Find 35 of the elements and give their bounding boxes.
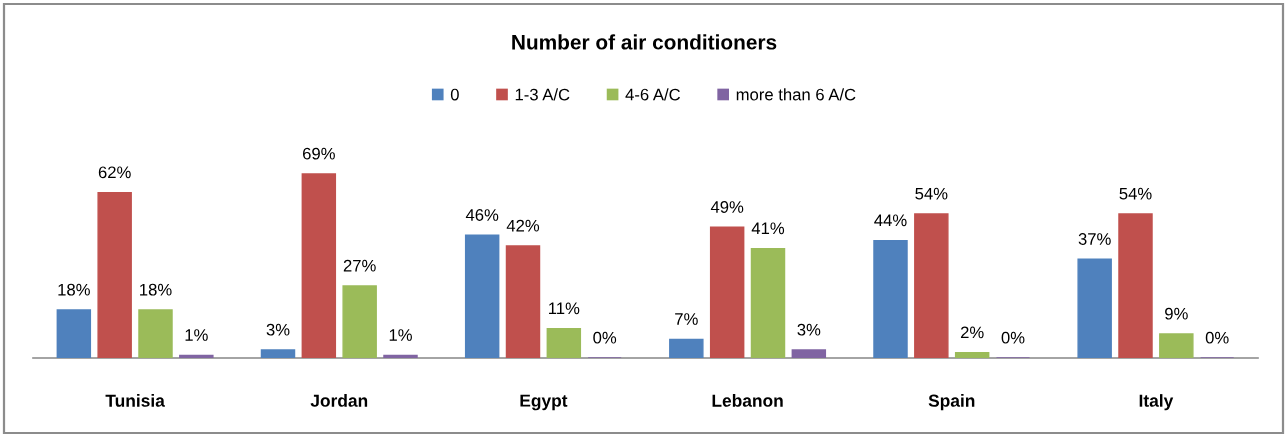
- x-tick-label: Tunisia: [105, 394, 165, 407]
- legend-label: 1-3 A/C: [515, 88, 570, 101]
- data-label: 11%: [549, 302, 580, 315]
- data-label: 0%: [593, 331, 617, 344]
- data-label: 42%: [506, 219, 540, 232]
- data-label: 7%: [675, 313, 698, 325]
- data-label: 41%: [751, 222, 785, 235]
- data-label: 44%: [874, 214, 907, 227]
- legend-label: more than 6 A/C: [736, 88, 856, 101]
- data-label: 62%: [98, 166, 131, 179]
- data-label: 54%: [915, 187, 948, 200]
- data-label: 49%: [710, 201, 744, 213]
- data-label: 9%: [1165, 307, 1188, 320]
- x-tick-label: Spain: [928, 394, 975, 411]
- data-label: 1%: [185, 329, 208, 341]
- data-label: 18%: [58, 283, 90, 296]
- data-label: 3%: [797, 323, 821, 336]
- legend-label: 4-6 A/C: [625, 88, 681, 101]
- data-label: 27%: [343, 259, 376, 272]
- data-label: 1%: [389, 329, 412, 341]
- chart-title: Number of air conditioners: [512, 34, 777, 50]
- data-label: 37%: [1078, 233, 1111, 245]
- x-tick-label: Lebanon: [712, 394, 783, 407]
- legend-label: 0: [450, 88, 459, 101]
- data-label: 54%: [1119, 187, 1152, 200]
- x-tick-label: Jordan: [310, 394, 368, 407]
- data-label: 2%: [960, 326, 984, 339]
- data-label: 3%: [266, 323, 290, 336]
- x-tick-label: Egypt: [520, 394, 568, 411]
- x-tick-label: Italy: [1139, 394, 1174, 411]
- data-label: 69%: [303, 147, 335, 160]
- data-label: 0%: [1001, 331, 1025, 344]
- data-label: 18%: [140, 283, 172, 296]
- data-label: 0%: [1205, 331, 1229, 344]
- data-label: 46%: [465, 209, 499, 221]
